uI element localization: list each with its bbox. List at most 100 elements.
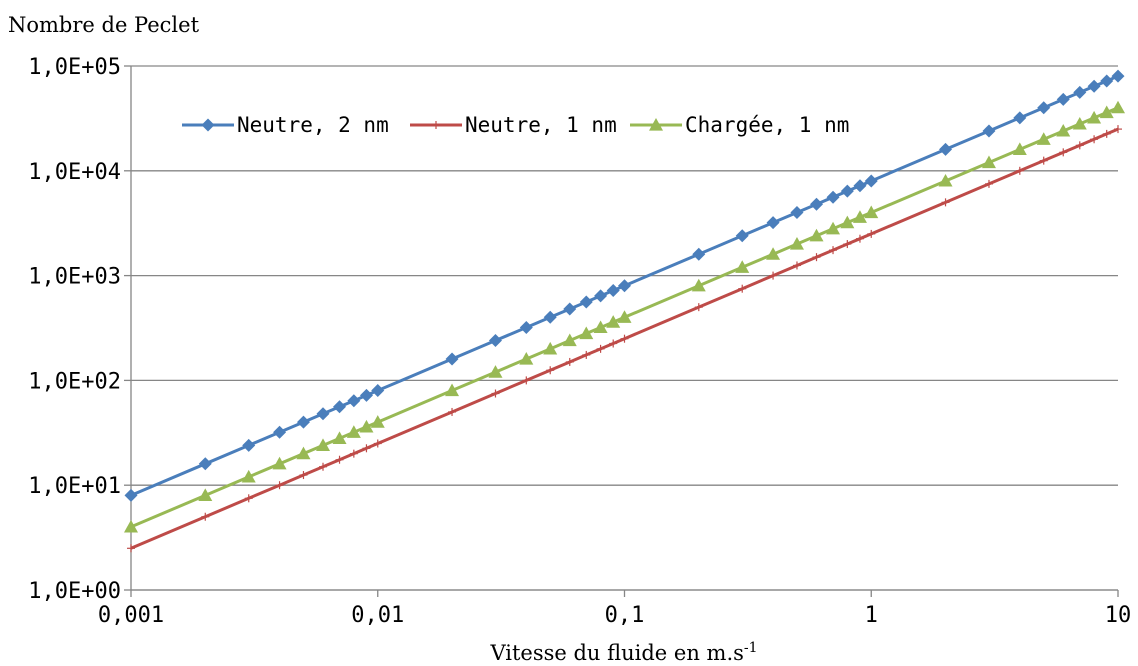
data-point: [579, 295, 593, 309]
data-point: [766, 216, 780, 230]
y-tick-label: 1,0E+04: [28, 160, 121, 185]
data-point: [982, 124, 996, 138]
data-point: [562, 333, 577, 347]
data-point: [359, 419, 374, 433]
data-point: [735, 260, 750, 273]
legend-label: Neutre, 2 nm: [237, 113, 389, 137]
data-point: [519, 352, 534, 365]
data-point: [362, 444, 371, 453]
data-point: [789, 237, 804, 250]
data-point: [606, 315, 621, 328]
gridlines: [131, 65, 1118, 591]
data-point: [853, 179, 867, 193]
data-point: [371, 384, 385, 398]
data-point: [272, 456, 287, 470]
data-point: [1090, 135, 1099, 144]
data-point: [867, 229, 876, 238]
data-point: [124, 488, 138, 502]
data-point: [738, 284, 747, 293]
data-point: [938, 173, 953, 187]
data-point: [582, 350, 591, 359]
data-point: [864, 205, 879, 219]
data-point: [241, 469, 256, 483]
data-point: [855, 234, 864, 243]
data-point: [1072, 116, 1087, 130]
legend-item: Neutre, 2 nm: [182, 113, 389, 137]
legend-marker: [201, 118, 215, 132]
data-point: [543, 341, 558, 355]
data-point: [840, 184, 854, 198]
data-point: [1102, 129, 1111, 138]
data-point: [1056, 92, 1070, 106]
data-point: [563, 302, 577, 316]
data-point: [335, 455, 344, 464]
data-point: [198, 488, 213, 501]
data-point: [1039, 156, 1048, 165]
x-tick-label: 0,01: [351, 603, 404, 628]
x-tick-label: 10: [1105, 603, 1132, 628]
data-point: [792, 261, 801, 270]
data-point: [347, 394, 361, 408]
data-point: [941, 198, 950, 207]
data-point: [316, 438, 331, 451]
data-point: [1087, 79, 1101, 93]
data-point: [864, 174, 878, 188]
data-point: [349, 449, 358, 458]
y-tick-label: 1,0E+03: [28, 265, 121, 290]
series-charg-e-1-nm: [124, 100, 1125, 533]
data-point: [201, 512, 210, 521]
data-point: [332, 431, 347, 444]
data-point: [242, 438, 256, 452]
data-point: [1087, 110, 1102, 124]
data-point: [296, 446, 311, 460]
series-neutre-1-nm: [127, 125, 1122, 553]
data-point: [1099, 105, 1114, 119]
data-point: [609, 339, 618, 348]
data-point: [333, 400, 347, 414]
legend-label: Chargée, 1 nm: [685, 113, 849, 137]
data-point: [790, 206, 804, 220]
data-point: [1036, 132, 1051, 145]
data-point: [445, 352, 459, 366]
x-tick-label: 1: [865, 603, 878, 628]
data-point: [319, 462, 328, 471]
data-point: [852, 210, 867, 223]
data-point: [620, 334, 629, 343]
series-group: [124, 69, 1125, 553]
y-tick-labels: 1,0E+00 1,0E+01 1,0E+02 1,0E+03 1,0E+04 1,0E+…: [28, 55, 121, 604]
data-point: [766, 247, 781, 260]
data-point: [316, 407, 330, 421]
data-point: [1037, 101, 1051, 115]
y-tick-label: 1,0E+00: [28, 579, 121, 604]
data-point: [519, 320, 533, 334]
data-point: [1012, 142, 1027, 156]
data-point: [546, 366, 555, 375]
data-point: [826, 221, 841, 235]
data-point: [275, 481, 284, 490]
y-axis-title: Nombre de Peclet: [8, 13, 200, 37]
legend-marker: [432, 121, 440, 129]
data-point: [273, 425, 287, 439]
x-tick-label: 0,1: [605, 603, 645, 628]
x-axis-title-exponent: -1: [744, 640, 758, 656]
data-point: [1111, 100, 1125, 114]
data-point: [692, 247, 706, 261]
data-point: [939, 142, 953, 156]
x-axis-title: Vitesse du fluide en m.s-1: [489, 640, 757, 665]
data-point: [522, 376, 531, 385]
data-point: [810, 197, 824, 211]
data-point: [984, 179, 993, 188]
data-point: [543, 310, 557, 324]
data-point: [448, 407, 457, 416]
legend-item: Chargée, 1 nm: [630, 113, 849, 137]
legend: Neutre, 2 nm Neutre, 1 nm Chargée, 1 nm: [182, 113, 849, 137]
data-point: [491, 389, 500, 398]
data-point: [1114, 125, 1122, 134]
data-point: [618, 279, 631, 293]
data-point: [617, 310, 632, 323]
data-point: [594, 289, 608, 303]
data-point: [1111, 69, 1125, 83]
legend-item: Neutre, 1 nm: [410, 113, 617, 137]
data-point: [826, 190, 840, 204]
data-point: [843, 240, 852, 249]
